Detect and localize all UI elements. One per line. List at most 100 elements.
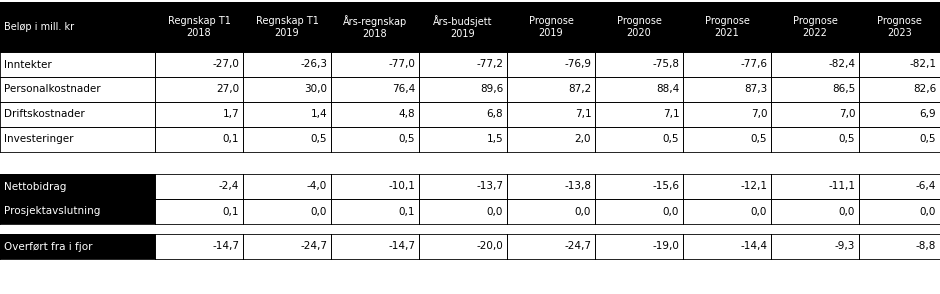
Text: Beløp i mill. kr: Beløp i mill. kr	[4, 22, 74, 32]
Text: -26,3: -26,3	[300, 59, 327, 69]
Text: Prognose
2022: Prognose 2022	[792, 16, 838, 38]
Text: -11,1: -11,1	[828, 181, 855, 191]
Text: 6,9: 6,9	[919, 109, 936, 119]
Text: 30,0: 30,0	[305, 84, 327, 94]
Bar	[0, 174, 155, 199]
Text: 0,0: 0,0	[920, 206, 936, 216]
Bar	[859, 127, 940, 152]
Bar	[771, 52, 859, 77]
Text: Regnskap T1
2019: Regnskap T1 2019	[256, 16, 319, 38]
Bar	[331, 127, 419, 152]
Text: 7,1: 7,1	[574, 109, 591, 119]
Text: Prognose
2021: Prognose 2021	[705, 16, 749, 38]
Bar	[419, 2, 507, 52]
Bar	[507, 199, 595, 224]
Text: -75,8: -75,8	[652, 59, 680, 69]
Text: 0,1: 0,1	[399, 206, 415, 216]
Bar	[595, 127, 683, 152]
Text: 2,0: 2,0	[574, 134, 591, 144]
Text: 0,5: 0,5	[751, 134, 767, 144]
Text: -14,4: -14,4	[740, 241, 767, 251]
Bar	[243, 127, 331, 152]
Bar	[507, 2, 595, 52]
Bar	[243, 2, 331, 52]
Bar	[419, 77, 507, 102]
Bar	[155, 52, 243, 77]
Text: -77,2: -77,2	[477, 59, 503, 69]
Bar	[507, 77, 595, 102]
Text: -19,0: -19,0	[652, 241, 680, 251]
Text: Investeringer: Investeringer	[4, 134, 73, 144]
Text: 0,5: 0,5	[399, 134, 415, 144]
Text: -77,0: -77,0	[388, 59, 415, 69]
Bar	[595, 199, 683, 224]
Text: -27,0: -27,0	[212, 59, 240, 69]
Bar	[331, 2, 419, 52]
Text: 6,8: 6,8	[487, 109, 503, 119]
Text: 0,5: 0,5	[311, 134, 327, 144]
Bar	[0, 2, 155, 52]
Text: 27,0: 27,0	[216, 84, 240, 94]
Bar	[331, 52, 419, 77]
Text: Driftskostnader: Driftskostnader	[4, 109, 85, 119]
Bar	[683, 234, 771, 259]
Bar	[683, 52, 771, 77]
Text: Års-budsjett
2019: Års-budsjett 2019	[433, 15, 493, 39]
Bar	[419, 52, 507, 77]
Text: Personalkostnader: Personalkostnader	[4, 84, 101, 94]
Bar	[331, 77, 419, 102]
Text: Prognose
2020: Prognose 2020	[617, 16, 662, 38]
Bar	[243, 234, 331, 259]
Bar	[771, 102, 859, 127]
Bar	[683, 199, 771, 224]
Bar	[771, 77, 859, 102]
Text: -10,1: -10,1	[388, 181, 415, 191]
Bar	[771, 199, 859, 224]
Bar	[0, 52, 155, 77]
Bar	[155, 199, 243, 224]
Text: -82,4: -82,4	[828, 59, 855, 69]
Bar	[0, 234, 155, 259]
Bar	[859, 174, 940, 199]
Bar	[683, 127, 771, 152]
Text: -4,0: -4,0	[307, 181, 327, 191]
Text: Prosjektavslutning: Prosjektavslutning	[4, 206, 101, 216]
Bar	[507, 52, 595, 77]
Bar	[507, 174, 595, 199]
Text: 1,5: 1,5	[487, 134, 503, 144]
Bar	[419, 199, 507, 224]
Text: Nettobidrag: Nettobidrag	[4, 181, 66, 191]
Text: 86,5: 86,5	[832, 84, 855, 94]
Text: 0,0: 0,0	[663, 206, 680, 216]
Bar	[155, 102, 243, 127]
Bar	[507, 102, 595, 127]
Bar	[507, 234, 595, 259]
Text: -20,0: -20,0	[477, 241, 503, 251]
Text: -9,3: -9,3	[835, 241, 855, 251]
Text: 7,1: 7,1	[663, 109, 680, 119]
Text: -82,1: -82,1	[909, 59, 936, 69]
Text: -14,7: -14,7	[212, 241, 240, 251]
Bar	[419, 174, 507, 199]
Text: 89,6: 89,6	[480, 84, 503, 94]
Text: -24,7: -24,7	[300, 241, 327, 251]
Bar	[859, 234, 940, 259]
Text: 0,0: 0,0	[311, 206, 327, 216]
Bar	[155, 127, 243, 152]
Text: -24,7: -24,7	[564, 241, 591, 251]
Text: 0,0: 0,0	[575, 206, 591, 216]
Text: Prognose
2019: Prognose 2019	[528, 16, 573, 38]
Bar	[419, 102, 507, 127]
Bar	[595, 234, 683, 259]
Text: 87,3: 87,3	[744, 84, 767, 94]
Bar	[0, 127, 155, 152]
Bar	[771, 234, 859, 259]
Bar	[243, 174, 331, 199]
Bar	[683, 2, 771, 52]
Text: -77,6: -77,6	[740, 59, 767, 69]
Text: -13,8: -13,8	[564, 181, 591, 191]
Bar	[0, 102, 155, 127]
Bar	[507, 127, 595, 152]
Bar	[595, 102, 683, 127]
Bar	[331, 174, 419, 199]
